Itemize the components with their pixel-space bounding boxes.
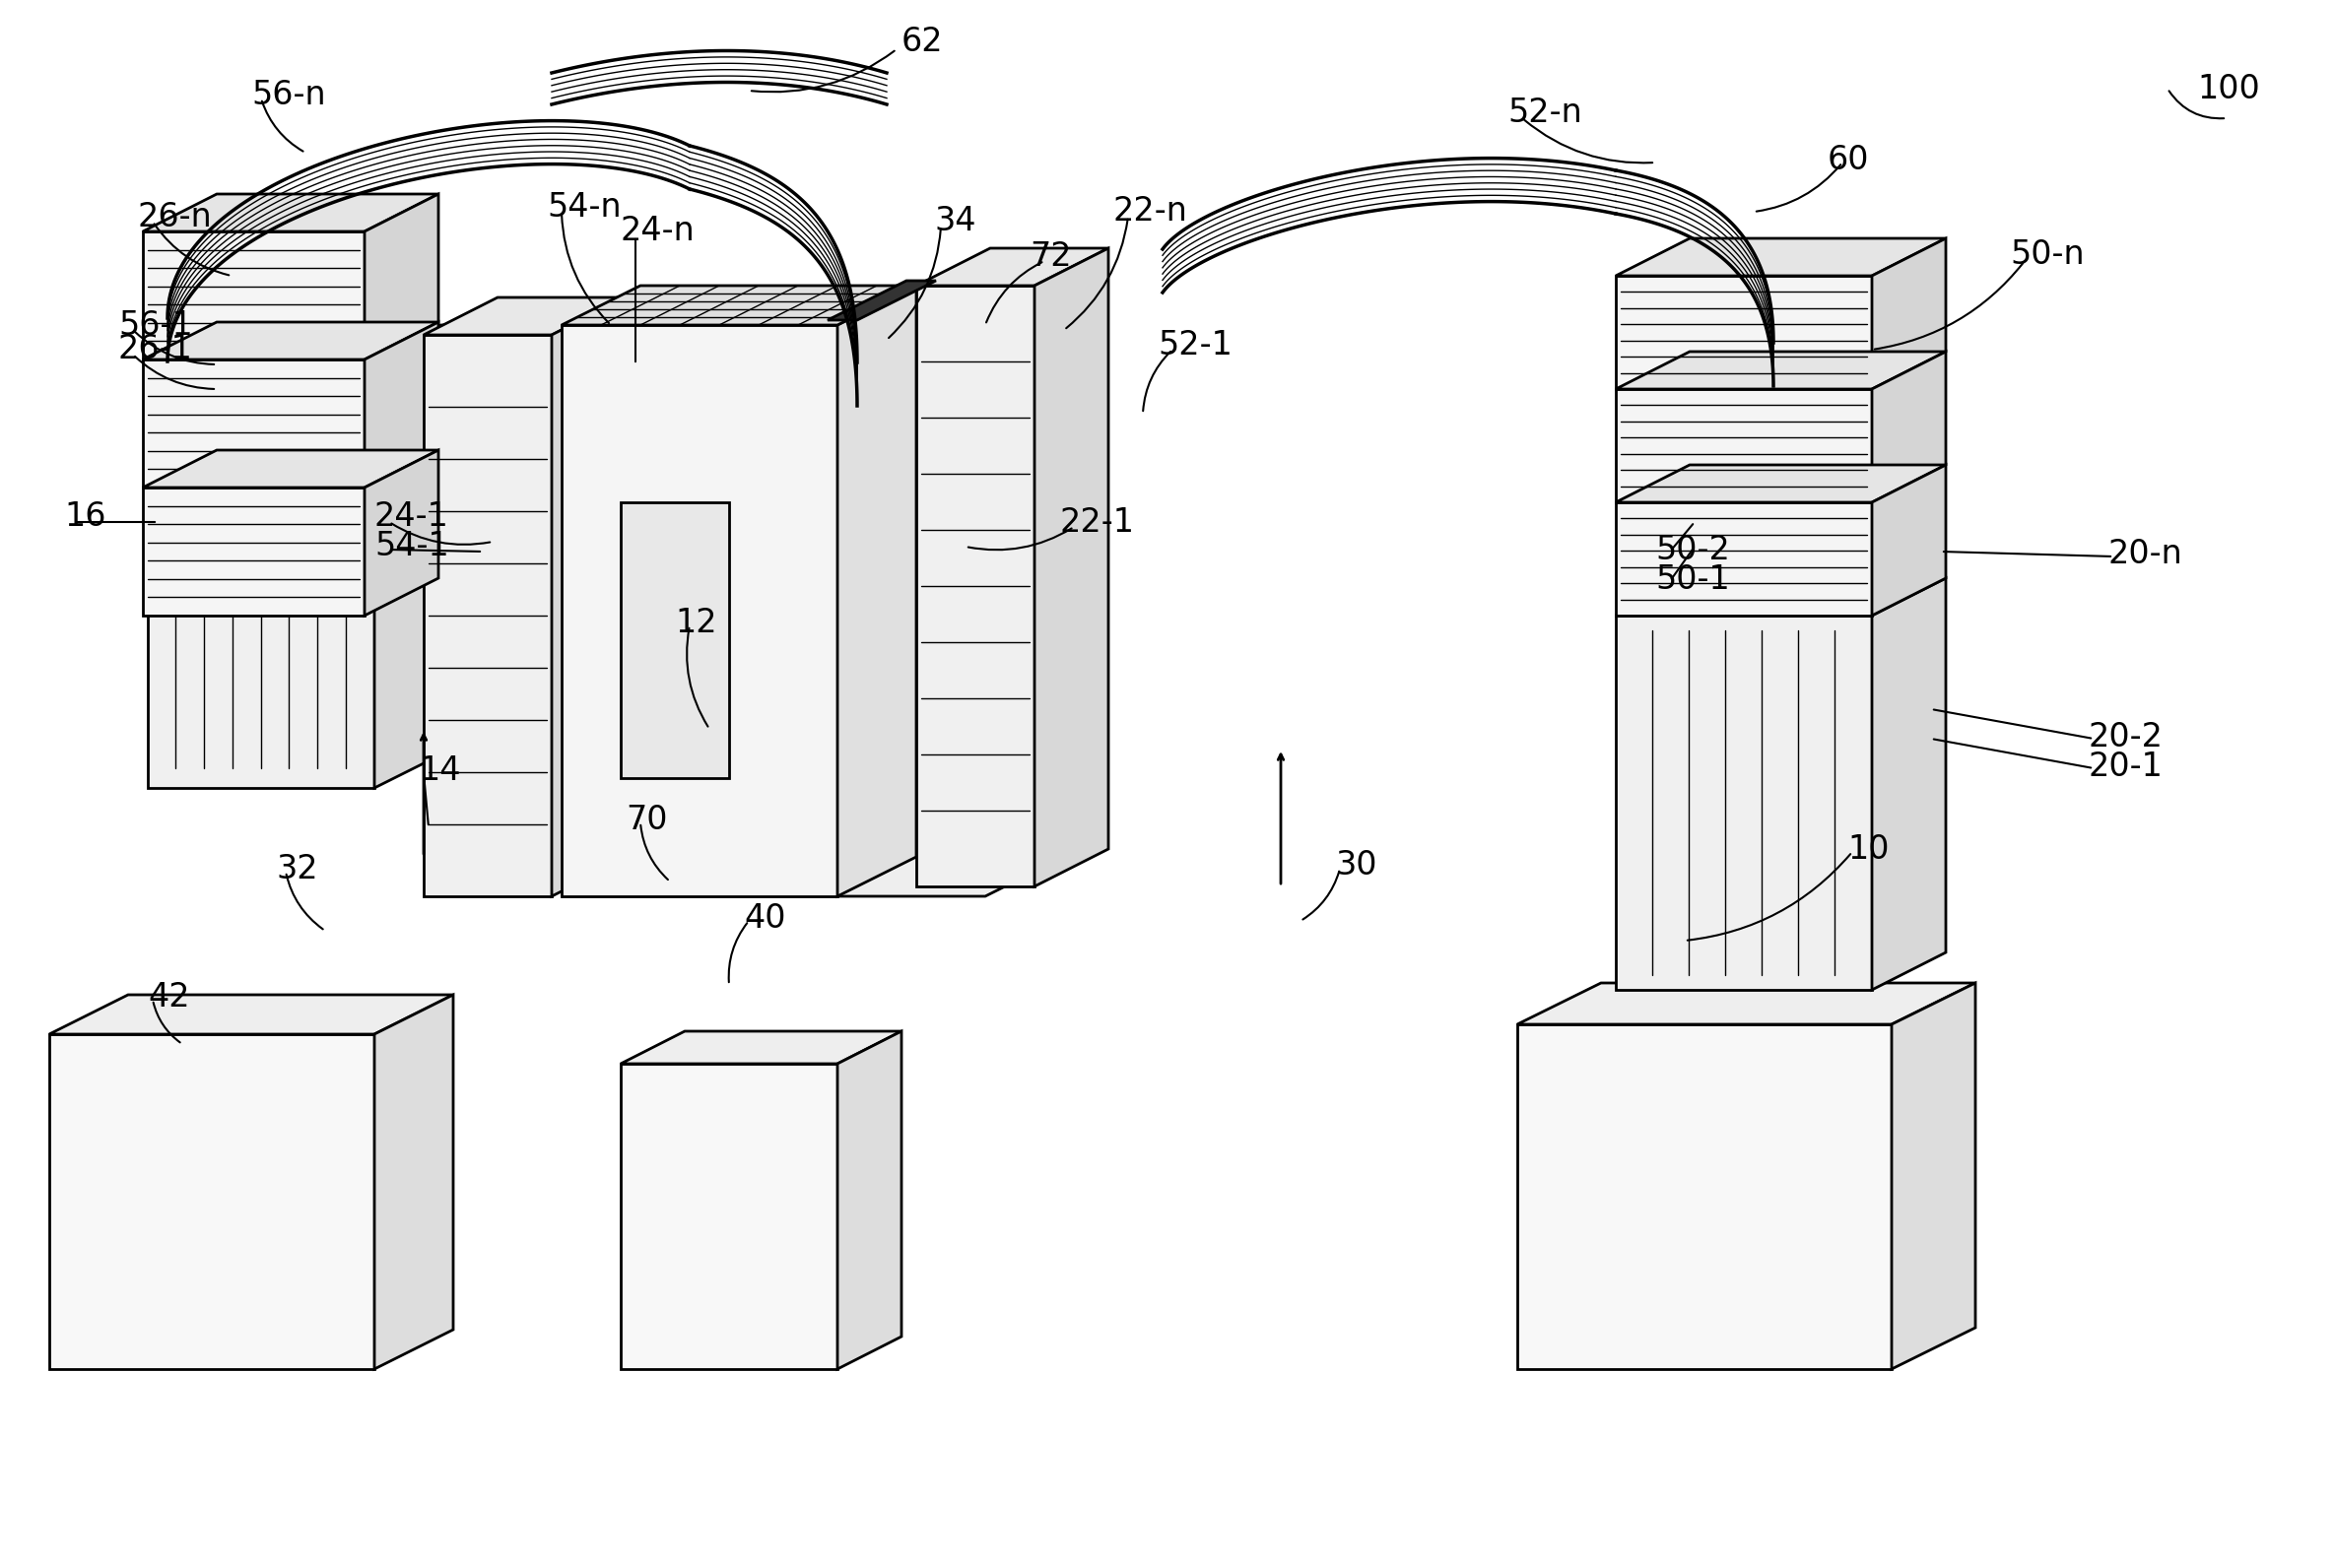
Polygon shape [1034,248,1109,886]
Polygon shape [563,856,1065,897]
Polygon shape [147,364,374,789]
Polygon shape [364,321,439,488]
Text: 22-1: 22-1 [1060,506,1135,538]
Text: 26-n: 26-n [138,201,212,234]
Text: 50-n: 50-n [2010,238,2085,270]
Polygon shape [1616,238,1945,276]
Text: 50-1: 50-1 [1656,563,1730,596]
Text: 72: 72 [1030,240,1072,273]
Polygon shape [551,298,626,897]
Text: 30: 30 [1336,848,1378,881]
Polygon shape [147,325,453,364]
Polygon shape [1616,464,1945,502]
Polygon shape [621,502,729,778]
Text: 70: 70 [626,803,668,836]
Polygon shape [1873,579,1945,989]
Text: 54-1: 54-1 [374,530,448,563]
Polygon shape [374,994,453,1369]
Polygon shape [1891,983,1975,1369]
Polygon shape [364,194,439,359]
Polygon shape [563,285,915,325]
Polygon shape [423,298,626,336]
Polygon shape [142,194,439,232]
Text: 42: 42 [147,980,189,1013]
Text: 56-1: 56-1 [119,309,194,342]
Polygon shape [1518,1024,1891,1369]
Polygon shape [374,325,453,789]
Text: 20-2: 20-2 [2090,720,2165,753]
Polygon shape [838,1032,901,1369]
Polygon shape [1616,579,1945,616]
Polygon shape [142,232,364,359]
Polygon shape [364,450,439,616]
Polygon shape [827,281,936,320]
Text: 50-2: 50-2 [1656,533,1730,566]
Text: 24-n: 24-n [621,215,696,248]
Polygon shape [423,336,551,897]
Polygon shape [1616,351,1945,389]
Polygon shape [1518,983,1975,1024]
Polygon shape [142,321,439,359]
Text: 56-n: 56-n [252,80,327,111]
Text: 100: 100 [2197,72,2260,105]
Polygon shape [1873,464,1945,616]
Polygon shape [1873,351,1945,502]
Text: 16: 16 [63,500,105,533]
Text: 22-n: 22-n [1114,196,1189,227]
Text: 52-1: 52-1 [1158,328,1233,361]
Text: 62: 62 [901,25,943,58]
Polygon shape [1873,238,1945,389]
Polygon shape [142,488,364,616]
Polygon shape [1616,276,1873,389]
Polygon shape [142,450,439,488]
Polygon shape [49,1035,374,1369]
Polygon shape [1616,502,1873,616]
Polygon shape [1616,616,1873,989]
Text: 14: 14 [418,754,460,787]
Polygon shape [838,285,915,897]
Text: 34: 34 [934,205,976,238]
Polygon shape [915,285,1034,886]
Text: 40: 40 [745,902,785,935]
Polygon shape [1616,389,1873,502]
Polygon shape [621,1032,901,1063]
Polygon shape [563,325,838,897]
Text: 10: 10 [1847,833,1889,866]
Polygon shape [621,1063,838,1369]
Text: 20-1: 20-1 [2090,750,2165,782]
Text: 60: 60 [1828,143,1870,176]
Polygon shape [49,994,453,1035]
Text: 26-1: 26-1 [119,334,194,365]
Text: 12: 12 [675,607,717,638]
Text: 20-n: 20-n [2109,538,2183,569]
Text: 24-1: 24-1 [374,500,448,533]
Polygon shape [915,248,1109,285]
Polygon shape [142,359,364,488]
Text: 32: 32 [276,853,318,884]
Text: 52-n: 52-n [1508,97,1583,130]
Text: 54-n: 54-n [546,191,621,223]
